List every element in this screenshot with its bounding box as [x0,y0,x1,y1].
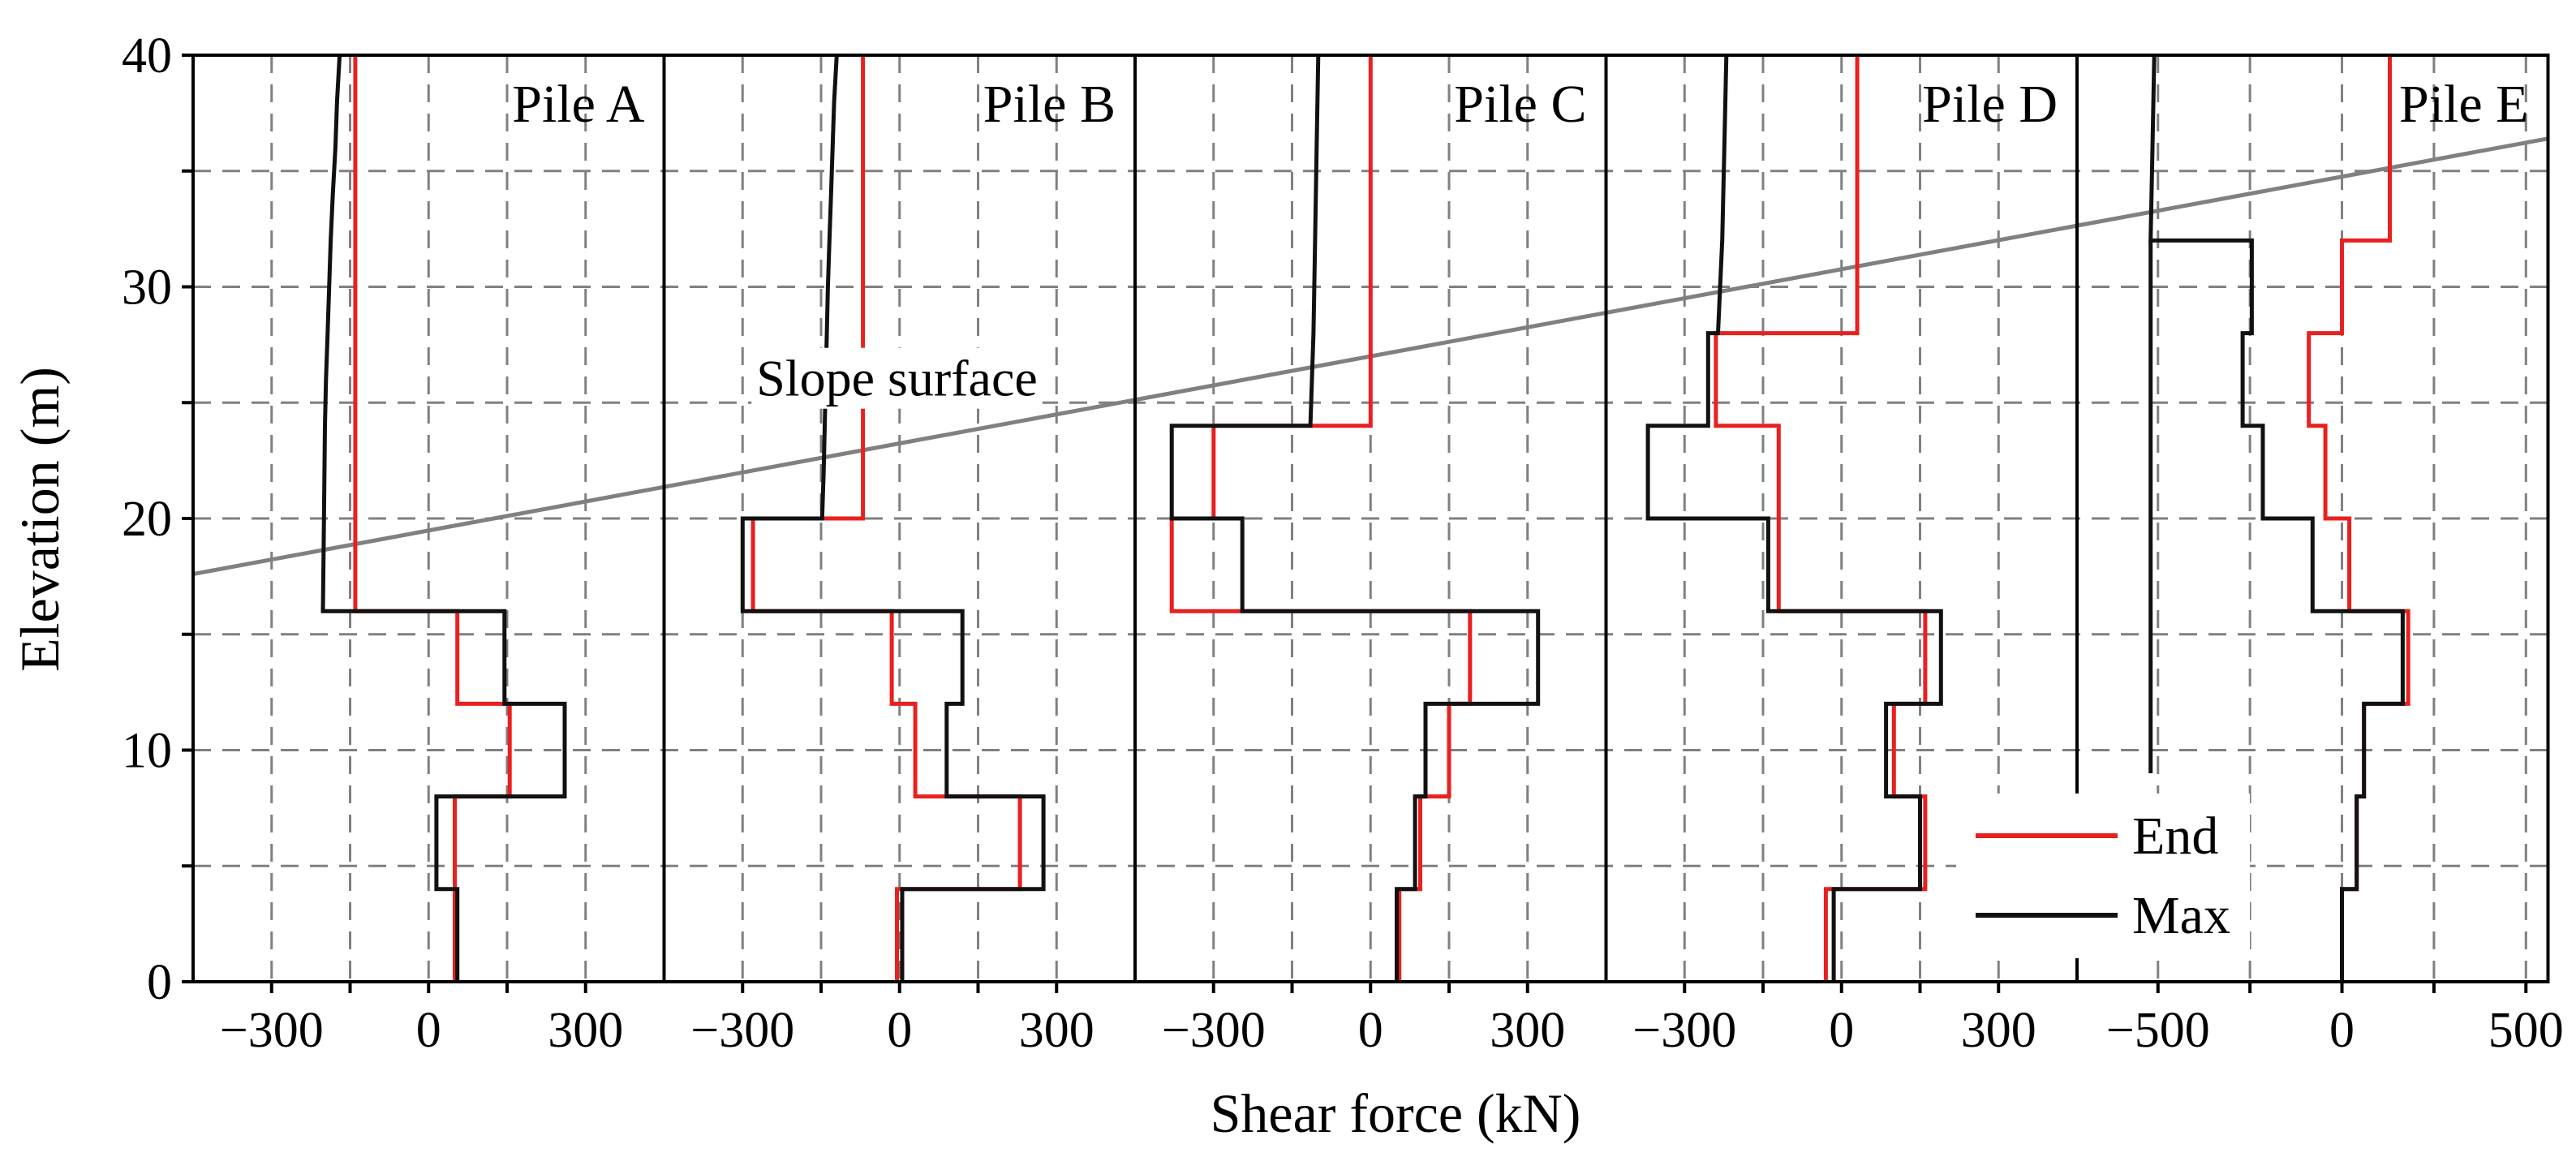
x-tick-label: −300 [1632,1003,1736,1058]
y-axis-label: Elevation (m) [9,367,71,672]
x-tick-label: 300 [548,1003,623,1058]
series-max-line [1645,54,1943,982]
x-tick-label: 300 [1490,1003,1565,1058]
legend-end-label: End [2132,807,2218,866]
annotation-backdrop [751,347,1043,409]
y-tick-label: 30 [122,260,172,316]
x-tick-label: 0 [2329,1003,2355,1058]
panel-title: Pile E [2399,75,2529,134]
y-tick-label: 40 [122,28,172,84]
legend-backdrop [1956,794,2250,958]
panel-title: Pile B [983,75,1116,134]
y-tick-label: 0 [147,955,172,1010]
legend: End Max [1956,794,2250,958]
legend-max-label: Max [2132,886,2230,945]
x-tick-label: −300 [220,1003,324,1058]
y-tick-label: 10 [122,724,172,779]
x-tick-label: −500 [2106,1003,2210,1058]
grid-layer [193,55,2548,982]
x-tick-label: 0 [887,1003,912,1058]
series-max-line [1169,54,1541,982]
x-tick-label: 0 [1829,1003,1854,1058]
series-max-line [320,54,567,982]
plot-frame [191,54,2550,983]
panel-title: Pile D [1922,75,2058,134]
panel-title: Pile A [512,75,645,134]
x-tick-label: −300 [690,1003,794,1058]
y-tick-label: 20 [122,492,172,547]
label-layer: Elevation (m) Shear force (kN) Slope sur… [9,28,2564,1144]
series-layer [320,54,2410,982]
series-max-line [740,54,1046,982]
frame-layer [182,54,2550,993]
x-tick-label: −300 [1162,1003,1266,1058]
x-tick-label: 0 [416,1003,441,1058]
x-tick-label: 0 [1358,1003,1383,1058]
x-tick-label: 500 [2488,1003,2564,1058]
series-end-line [1714,55,1928,982]
panel-title: Pile C [1454,75,1586,134]
x-tick-label: 300 [1961,1003,2036,1058]
slope-surface-annotation: Slope surface [756,350,1038,407]
series-max-line [2148,54,2405,982]
x-tick-label: 300 [1019,1003,1094,1058]
x-axis-label: Shear force (kN) [1211,1082,1581,1144]
series-end-line [1169,55,1473,982]
